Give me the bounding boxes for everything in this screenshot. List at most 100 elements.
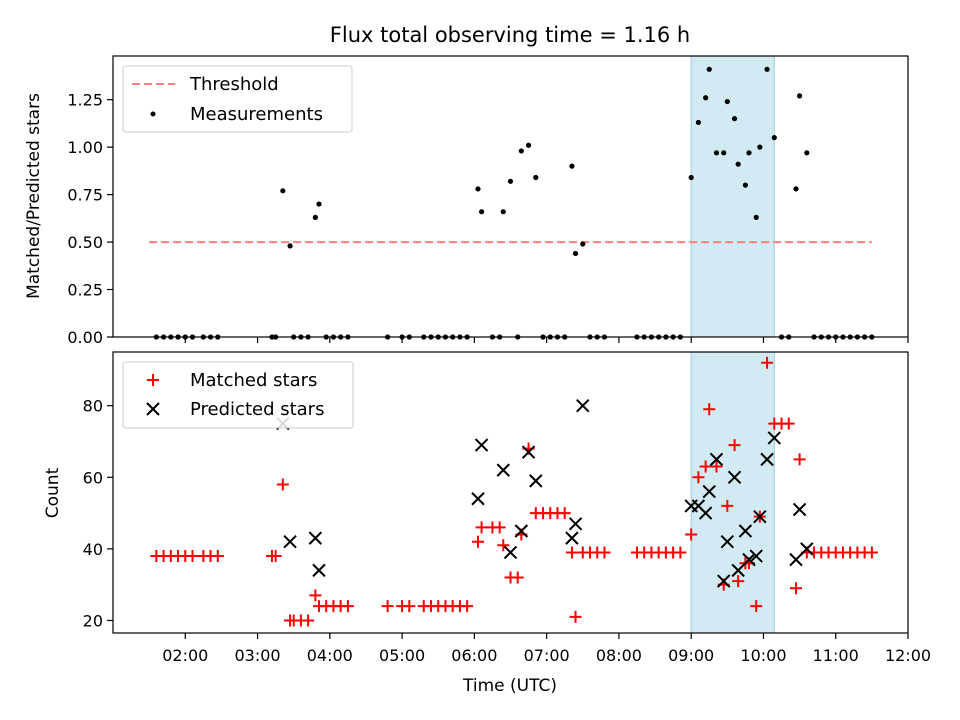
top-legend-box [122,65,353,133]
bottom-y-tick-label: 80 [83,397,103,416]
measurement-point [757,144,763,150]
bottom-highlight-span [691,352,775,633]
predicted-star-point [568,517,583,531]
predicted-legend-label: Predicted stars [190,399,324,420]
measurement-point [572,250,579,257]
matched-star-point [276,478,289,491]
matched-star-point [471,535,484,548]
matched-star-point [761,356,774,369]
x-tick-label: 03:00 [234,646,280,665]
top-highlight-span [691,56,775,337]
measurement-point [793,186,799,192]
predicted-star-point [753,509,767,524]
top-y-axis-label: Matched/Predicted stars [24,93,44,299]
measurements-legend-label: Measurements [190,104,323,125]
predicted-star-point [496,463,510,477]
measurement-point [746,150,752,156]
matched-star-point [493,521,506,534]
measurement-point [703,95,709,101]
top-y-tick-label: 0.50 [67,233,103,252]
predicted-star-point [565,531,579,545]
measurement-point [713,150,720,156]
measurement-point [731,116,738,122]
bottom-axes-frame [112,351,909,634]
matched-star-point [569,610,582,623]
matched-star-point [793,453,806,466]
top-y-tick-label: 0.25 [67,281,103,300]
predicted-star-point [749,549,763,563]
predicted-star-point [760,452,774,467]
measurement-point [721,150,727,156]
matched-star-point [381,600,394,613]
matched-star-point [558,507,571,520]
x-tick-label: 04:00 [307,646,353,665]
x-tick-label: 08:00 [596,646,642,665]
measurement-point [316,201,322,207]
measurement-point [533,174,539,181]
bottom-y-tick-label: 20 [83,611,103,630]
predicted-star-point [514,524,529,538]
bottom-legend: Matched stars Predicted stars [122,361,354,429]
matched-star-point [497,539,510,552]
measurement-point [287,243,293,249]
x-tick-label: 11:00 [813,646,859,665]
top-axes-frame [112,55,909,338]
predicted-legend-swatch [146,402,160,416]
matched-star-point [782,417,795,430]
predicted-star-point [576,398,590,413]
measurement-point [804,150,810,156]
predicted-star-point [789,552,803,567]
matched-star-point [403,600,416,613]
matched-star-point [789,582,802,595]
predicted-star-point [716,574,731,588]
matched-star-point [269,550,282,563]
matched-star-point [511,571,524,584]
matched-star-point [703,403,716,416]
predicted-star-point [312,563,326,578]
matched-star-point [710,460,723,473]
x-tick-label: 12:00 [885,646,931,665]
matched-star-point [475,521,488,534]
chart-title: Flux total observing time = 1.16 h [330,23,690,47]
matched-star-point [721,499,734,512]
predicted-star-point [767,431,782,445]
predicted-star-point [471,492,485,506]
bottom-y-tick-label: 60 [83,468,103,487]
measurement-point [796,93,803,99]
bottom-y-tick-label: 40 [83,540,103,559]
predicted-star-point [474,438,489,452]
measurement-point [280,188,286,194]
matched-star-point [186,550,199,563]
x-tick-label: 09:00 [668,646,714,665]
matched-star-point [302,614,315,627]
matched-star-point [211,550,224,563]
measurement-point [771,135,777,141]
top-y-tick-label: 0.00 [67,328,103,347]
predicted-star-point [727,470,742,484]
top-y-tick-label: 0.75 [67,186,103,205]
measurement-point [764,66,770,72]
top-y-tick-label: 1.25 [67,91,103,110]
measurement-point [742,182,748,188]
measurement-point [525,142,532,148]
x-tick-label: 02:00 [162,646,208,665]
matched-star-point [692,471,705,484]
predicted-star-point [698,506,713,520]
measurements-legend-swatch [150,111,156,117]
x-tick-label: 10:00 [740,646,786,665]
predicted-star-point [731,563,745,578]
measurement-point [478,209,485,215]
measurement-point [507,178,514,184]
predicted-star-point [702,484,716,499]
matched-star-point [598,546,611,559]
predicted-star-point [521,445,536,459]
threshold-legend-label: Threshold [189,74,279,95]
top-panel: 0.00 0.25 0.50 0.75 1.00 1.25 Matched/Predict… [24,55,909,347]
measurement-point [312,214,318,220]
predicted-star-point [529,474,543,488]
bottom-plot-marks [150,352,878,633]
matched-star-point [699,460,712,473]
matched-star-point [341,600,354,613]
predicted-star-point [800,542,814,556]
